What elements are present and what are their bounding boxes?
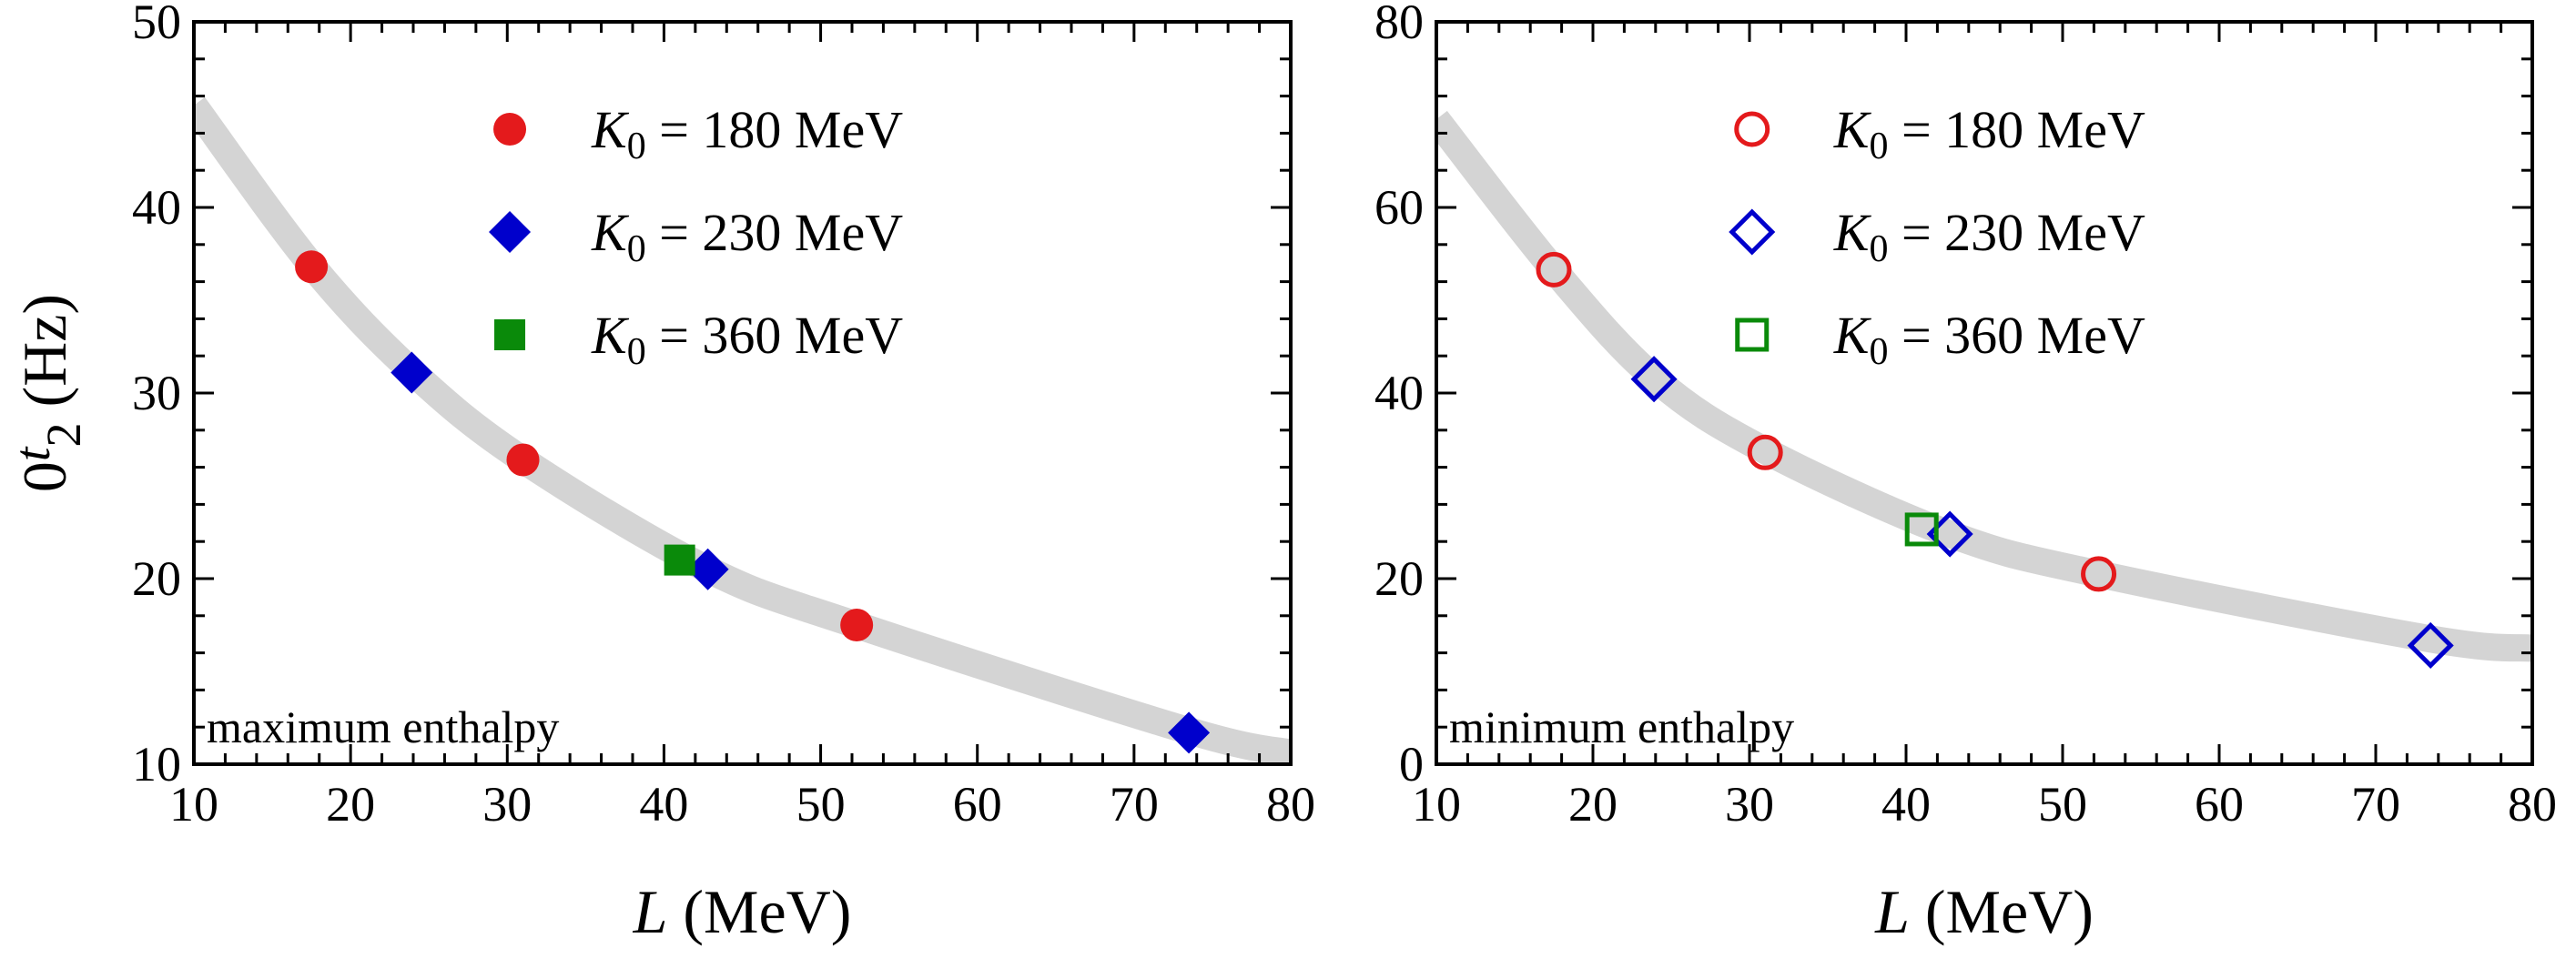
left-x-axis-title-var: L <box>633 877 668 946</box>
right-data-point-diamond <box>1630 356 1678 403</box>
right-series-square <box>1904 512 1939 547</box>
right-legend-marker-diamond <box>1729 208 1776 256</box>
right-legend-label: K0 = 230 MeV <box>1833 203 2145 270</box>
left-series-diamond <box>390 351 1211 754</box>
left-y-tick-label: 50 <box>132 0 181 49</box>
right-panel-annotation: minimum enthalpy <box>1449 701 1794 752</box>
left-data-point-diamond <box>390 351 433 394</box>
right-legend-label-var: K <box>1833 306 1872 365</box>
right-legend-label-sub: 0 <box>1869 331 1888 373</box>
left-data-point-circle <box>840 609 874 641</box>
right-legend-label-var: K <box>1833 100 1872 159</box>
right-legend-marker-circle <box>1734 111 1770 147</box>
right-legend-label-rest: = 360 MeV <box>1888 306 2145 365</box>
right-data-point-circle <box>1747 434 1783 470</box>
right-data-point-circle <box>1536 251 1572 287</box>
left-y-tick-label: 40 <box>132 180 181 235</box>
left-x-tick-label: 20 <box>326 777 375 832</box>
left-y-axis-title-sub: 2 <box>36 423 91 448</box>
left-series-square <box>664 544 695 576</box>
left-data-point-diamond <box>1168 711 1211 754</box>
left-legend-marker-circle <box>493 113 527 146</box>
left-y-axis-title-var: t <box>5 446 61 461</box>
left-y-tick-label: 20 <box>132 551 181 606</box>
right-x-axis-title-var: L <box>1874 877 1910 946</box>
right-x-tick-label: 80 <box>2508 777 2557 832</box>
left-legend-label-rest: = 360 MeV <box>646 306 904 365</box>
right-legend-label-sub: 0 <box>1869 228 1888 270</box>
left-x-tick-label: 50 <box>796 777 846 832</box>
left-series-circle <box>295 250 874 641</box>
left-legend-label-rest: = 180 MeV <box>646 100 904 159</box>
left-x-tick-label: 30 <box>482 777 532 832</box>
left-x-tick-label: 80 <box>1266 777 1315 832</box>
left-legend-label-var: K <box>591 306 630 365</box>
right-x-tick-label: 60 <box>2195 777 2244 832</box>
right-x-tick-label: 40 <box>1881 777 1931 832</box>
right-legend-label-rest: = 180 MeV <box>1888 100 2145 159</box>
right-y-tick-label: 40 <box>1374 366 1424 420</box>
left-legend-label-sub: 0 <box>627 228 646 270</box>
right-x-tick-label: 20 <box>1568 777 1618 832</box>
right-x-axis-title: L (MeV) <box>1874 877 2094 946</box>
right-y-tick-label: 0 <box>1399 737 1424 792</box>
left-legend-label: K0 = 180 MeV <box>591 100 903 167</box>
right-legend-label-sub: 0 <box>1869 126 1888 167</box>
left-data-point-diamond <box>686 548 729 590</box>
right-data-point-square <box>1904 512 1939 547</box>
left-x-tick-label: 60 <box>953 777 1002 832</box>
left-panel-annotation: maximum enthalpy <box>207 701 559 752</box>
left-x-axis-title-unit: (MeV) <box>667 877 851 946</box>
right-x-tick-label: 10 <box>1412 777 1461 832</box>
right-legend-label-rest: = 230 MeV <box>1888 203 2145 262</box>
left-y-axis-title-prefix: 0 <box>10 461 79 492</box>
left-legend-label-sub: 0 <box>627 126 646 167</box>
right-x-tick-label: 50 <box>2038 777 2087 832</box>
right-legend-label: K0 = 180 MeV <box>1833 100 2145 167</box>
right-y-tick-label: 20 <box>1374 551 1424 606</box>
right-legend-label: K0 = 360 MeV <box>1833 306 2145 373</box>
right-x-tick-label: 30 <box>1725 777 1774 832</box>
left-legend-marker-square <box>494 319 526 350</box>
left-data-point-circle <box>295 250 329 284</box>
left-legend-label-rest: = 230 MeV <box>646 203 904 262</box>
left-y-tick-label: 30 <box>132 366 181 420</box>
right-x-axis-title-unit: (MeV) <box>1910 877 2094 946</box>
right-data-point-circle <box>2081 556 2117 592</box>
left-x-tick-label: 40 <box>639 777 688 832</box>
right-data-point-diamond <box>2407 621 2454 669</box>
left-legend-marker-diamond <box>489 211 532 253</box>
left-legend-label-var: K <box>591 100 630 159</box>
left-x-axis-title: L (MeV) <box>633 877 852 946</box>
left-x-tick-label: 70 <box>1110 777 1159 832</box>
left-x-tick-label: 10 <box>169 777 218 832</box>
left-y-axis-title: 0t2 (Hz) <box>5 294 91 492</box>
right-y-tick-label: 60 <box>1374 180 1424 235</box>
left-y-tick-label: 10 <box>132 737 181 792</box>
right-legend-label-var: K <box>1833 203 1872 262</box>
right-x-tick-label: 70 <box>2351 777 2400 832</box>
left-legend-label: K0 = 230 MeV <box>591 203 903 270</box>
right-fit-band <box>1436 110 2532 662</box>
right-series-circle <box>1536 251 2117 592</box>
left-legend-label-sub: 0 <box>627 331 646 373</box>
left-y-axis-title-unit: (Hz) <box>10 294 79 423</box>
left-legend-label: K0 = 360 MeV <box>591 306 903 373</box>
right-legend-marker-square <box>1735 318 1770 352</box>
right-y-tick-label: 80 <box>1374 0 1424 49</box>
left-legend-label-var: K <box>591 203 630 262</box>
left-data-point-circle <box>506 443 540 477</box>
left-data-point-square <box>664 544 695 576</box>
